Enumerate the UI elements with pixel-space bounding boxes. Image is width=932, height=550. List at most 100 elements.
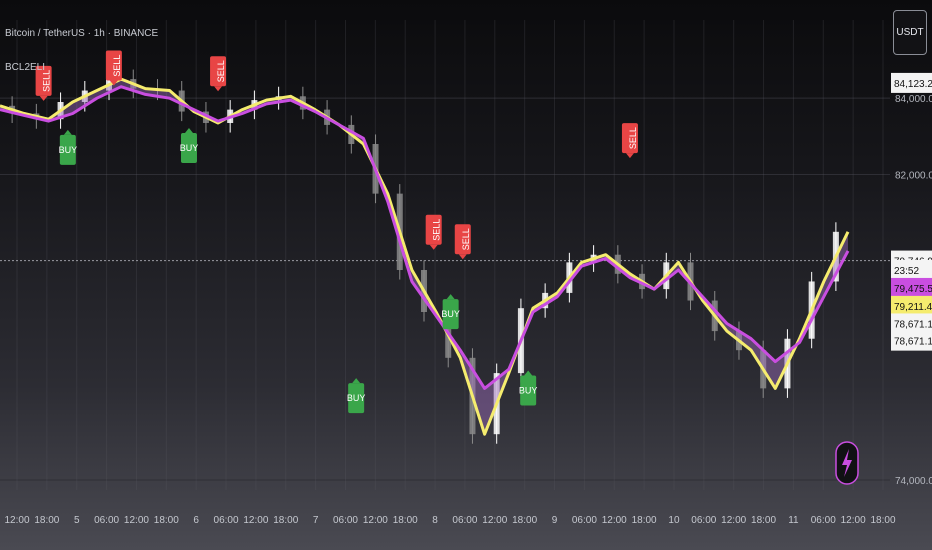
buy-label: BUY [519,385,538,395]
sell-pointer [39,95,48,101]
sell-signal[interactable]: SELL [210,56,227,92]
sell-label: SELL [42,70,52,92]
sell-signal[interactable]: SELL [105,50,122,86]
time-tick-label: 12:00 [4,515,29,526]
time-tick-label: 12:00 [363,515,388,526]
time-tick-label: 6 [193,515,199,526]
sell-badge [210,56,227,87]
chart-title: Bitcoin / TetherUS · 1h · BINANCE [5,28,159,39]
sell-label: SELL [432,219,442,241]
currency-button[interactable]: USDT [893,10,927,55]
sell-badge [454,224,471,255]
price-label-box [891,72,932,93]
buy-pointer [352,378,361,384]
time-tick-label: 18:00 [34,515,59,526]
price-label-box [891,313,932,334]
buy-pointer [524,370,533,376]
sell-pointer [429,244,438,250]
buy-label: BUY [180,143,199,153]
time-tick-label: 12:00 [841,515,866,526]
buy-badge [442,299,459,330]
series-line-fast [0,77,850,436]
buy-signal[interactable]: BUY [347,378,366,414]
sell-pointer [458,254,467,260]
price-label: 78,671.12 [894,319,932,330]
buy-label: BUY [347,393,366,403]
sell-pointer [625,153,634,159]
price-label: 84,123.29 [894,79,932,90]
price-axis-ticks: 84,000.00 82,000.00 74,000.00 [895,94,932,487]
price-tick-label: 82,000.00 [895,171,932,182]
time-tick-label: 06:00 [452,515,477,526]
time-tick-label: 12:00 [721,515,746,526]
sell-signal[interactable]: SELL [621,123,638,159]
buy-badge [520,375,537,406]
time-tick-label: 10 [668,515,680,526]
buy-signal[interactable]: BUY [441,294,460,330]
buy-label: BUY [59,145,78,155]
price-label-box [891,260,932,280]
time-tick-label: 12:00 [243,515,268,526]
sell-signal[interactable]: SELL [35,65,52,101]
price-tick-label: 74,000.00 [895,476,932,487]
ribbon-area [0,79,848,435]
time-tick-label: 12:00 [482,515,507,526]
time-tick-label: 18:00 [632,515,657,526]
buy-pointer [63,129,72,135]
time-tick-label: 18:00 [393,515,418,526]
price-label: 23:52 [894,266,919,277]
buy-label: BUY [441,309,460,319]
price-label-box [891,295,932,316]
sell-label: SELL [461,228,471,250]
lightning-icon[interactable] [835,441,859,485]
price-labels: 84,123.2979,746.9223:5279,475.5979,211.4… [891,72,932,351]
time-tick-label: 06:00 [214,515,239,526]
time-tick-label: 12:00 [602,515,627,526]
time-tick-label: 12:00 [124,515,149,526]
price-label-box [891,277,932,298]
buy-signal[interactable]: BUY [180,128,199,163]
sell-badge [621,123,638,154]
time-tick-label: 11 [788,515,799,526]
time-tick-label: 06:00 [333,515,358,526]
time-tick-label: 06:00 [94,515,119,526]
sell-badge [105,50,122,81]
sell-pointer [109,80,118,86]
indicator-name[interactable]: BCL2ELI [5,62,46,73]
buy-signal[interactable]: BUY [519,370,538,406]
sell-label: SELL [112,55,122,77]
time-tick-label: 06:00 [572,515,597,526]
time-tick-label: 9 [552,515,558,526]
time-tick-label: 5 [74,515,80,526]
time-tick-label: 06:00 [811,515,836,526]
price-label: 78,671.12 [894,337,932,348]
price-label: 79,475.59 [894,284,932,295]
ribbon-fill [0,79,848,435]
sell-badge [425,214,442,245]
price-label: 79,211.41 [894,302,932,313]
time-tick-label: 18:00 [273,515,298,526]
ma-lines [0,77,850,436]
buy-pointer [446,294,455,300]
sell-label: SELL [628,127,638,149]
buy-pointer [184,128,193,133]
price-label-box [891,330,932,351]
sell-label: SELL [216,60,226,82]
sell-badge [35,65,52,96]
candles [9,69,839,444]
buy-badge [180,133,197,163]
time-tick-label: 18:00 [751,515,776,526]
grid [0,20,890,490]
sell-pointer [214,86,223,92]
time-axis-ticks: 12:00 18:00 5 06:00 12:00 18:00 6 06:00 12:00 18:… [4,515,895,526]
price-tick-label: 84,000.00 [895,94,932,105]
signals[interactable]: SELL BUY SELL BUY SELL SELL SELL BUY BUY SELL BUY [35,50,638,414]
buy-badge [59,134,76,165]
sell-signal[interactable]: SELL [425,214,442,250]
sell-signal[interactable]: SELL [454,224,471,260]
time-tick-label: 06:00 [691,515,716,526]
buy-signal[interactable]: BUY [59,129,78,165]
time-tick-label: 8 [432,515,438,526]
series-line-slow [0,85,850,390]
